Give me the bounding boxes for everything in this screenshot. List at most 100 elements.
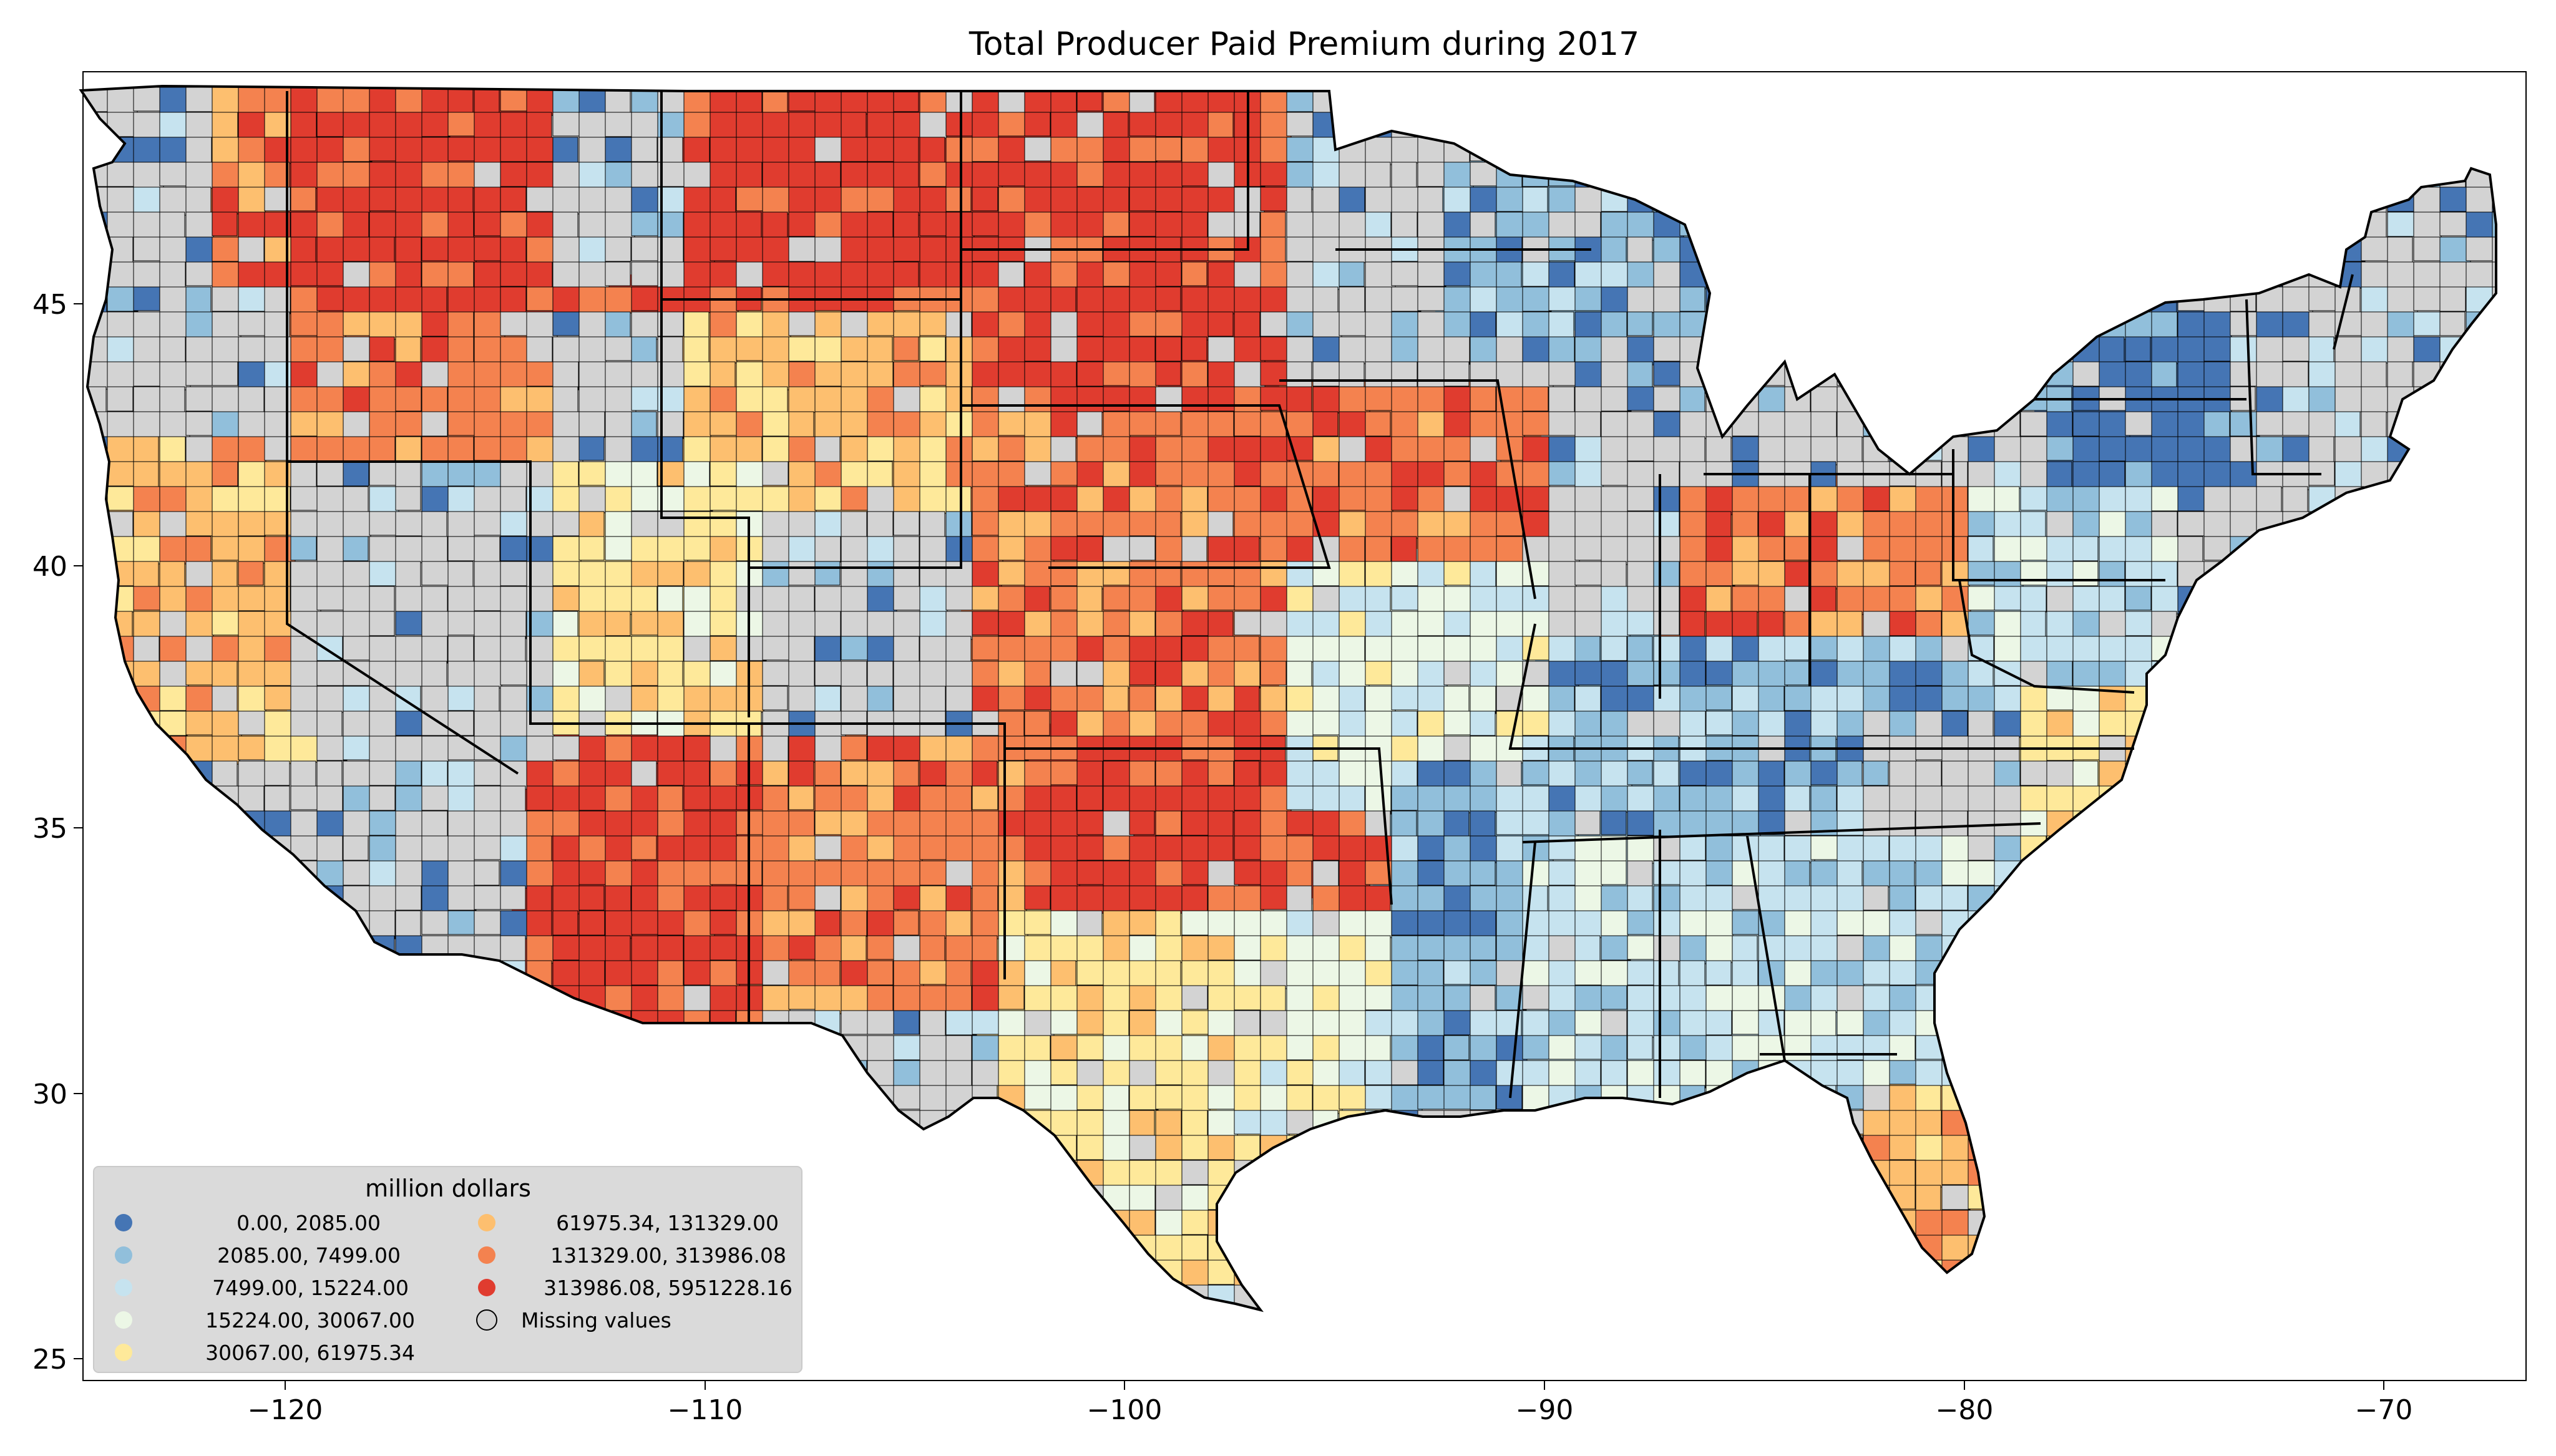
- county-cell: [2387, 1035, 2414, 1062]
- county-cell: [2177, 1135, 2209, 1163]
- county-cell: [841, 985, 868, 1012]
- county-cell: [1548, 112, 1578, 137]
- county-cell: [2151, 785, 2180, 813]
- county-cell: [1365, 636, 1392, 664]
- county-cell: [919, 586, 948, 613]
- county-cell: [2230, 87, 2258, 112]
- county-cell: [474, 960, 502, 988]
- county-cell: [1941, 536, 1968, 563]
- county-cell: [159, 436, 186, 462]
- county-cell: [788, 536, 817, 564]
- county-cell: [1207, 436, 1236, 464]
- county-cell: [1522, 1210, 1551, 1236]
- county-cell: [1653, 711, 1681, 739]
- county-cell: [998, 636, 1028, 662]
- county-cell: [814, 1284, 846, 1310]
- county-cell: [1365, 211, 1392, 240]
- county-cell: [2125, 1085, 2152, 1114]
- county-cell: [945, 885, 972, 914]
- county-cell: [1653, 1110, 1680, 1139]
- county-cell: [2177, 935, 2204, 964]
- county-cell: [1653, 586, 1680, 613]
- legend-entry: 131329.00, 313986.08: [478, 1243, 786, 1268]
- county-cell: [2256, 1210, 2285, 1235]
- county-cell: [552, 511, 582, 536]
- county-cell: [1312, 162, 1344, 190]
- county-cell: [474, 711, 501, 737]
- county-cell: [1417, 885, 1445, 912]
- county-cell: [1443, 87, 1473, 116]
- county-cell: [919, 1259, 945, 1288]
- county-cell: [1312, 1185, 1341, 1213]
- county-cell: [2151, 486, 2182, 512]
- county-cell: [1129, 411, 1157, 436]
- county-cell: [2282, 187, 2311, 211]
- county-cell: [1050, 261, 1080, 288]
- county-cell: [1103, 561, 1134, 586]
- county-cell: [631, 686, 661, 715]
- county-cell: [814, 386, 846, 414]
- county-cell: [945, 810, 973, 838]
- county-cell: [945, 636, 972, 662]
- county-cell: [159, 611, 188, 639]
- county-cell: [2334, 835, 2366, 860]
- county-cell: [893, 1210, 924, 1237]
- county-cell: [1548, 211, 1577, 241]
- county-cell: [2256, 386, 2287, 414]
- county-cell: [998, 137, 1025, 163]
- county-cell: [1103, 1010, 1129, 1036]
- county-cell: [552, 586, 582, 611]
- county-cell: [1050, 960, 1076, 989]
- county-cell: [2099, 286, 2129, 314]
- county-cell: [1260, 711, 1289, 736]
- county-cell: [2492, 661, 2496, 687]
- county-cell: [1496, 1284, 1525, 1310]
- county-cell: [2466, 236, 2494, 261]
- county-cell: [1522, 411, 1549, 436]
- county-cell: [1391, 1135, 1418, 1161]
- county-cell: [1837, 162, 1863, 190]
- county-cell: [1994, 960, 2021, 986]
- county-cell: [1470, 386, 1496, 412]
- county-cell: [1234, 785, 1264, 811]
- county-cell: [1679, 1284, 1710, 1310]
- county-cell: [395, 261, 422, 289]
- county-cell: [1653, 636, 1683, 662]
- county-cell: [1784, 112, 1810, 139]
- county-cell: [1653, 860, 1681, 885]
- county-cell: [2177, 536, 2203, 563]
- county-cell: [710, 835, 739, 862]
- county-cell: [762, 810, 790, 837]
- county-cell: [1470, 960, 1497, 986]
- county-cell: [2125, 236, 2154, 265]
- county-cell: [1207, 286, 1235, 314]
- county-cell: [2046, 137, 2074, 166]
- county-cell: [1155, 137, 1182, 162]
- county-cell: [1339, 661, 1370, 688]
- county-cell: [2072, 835, 2104, 865]
- county-cell: [2492, 735, 2496, 760]
- county-cell: [1758, 386, 1788, 415]
- county-cell: [81, 1135, 109, 1163]
- county-cell: [1679, 112, 1706, 138]
- county-cell: [447, 985, 478, 1014]
- county-cell: [1758, 1185, 1784, 1212]
- county-cell: [1024, 885, 1051, 910]
- county-cell: [369, 711, 399, 739]
- county-cell: [1417, 561, 1446, 589]
- county-cell: [316, 735, 348, 761]
- county-cell: [1548, 336, 1575, 362]
- county-cell: [343, 386, 370, 415]
- county-cell: [474, 386, 502, 415]
- county-cell: [1601, 835, 1627, 865]
- county-cell: [2492, 1185, 2496, 1211]
- county-cell: [1968, 1309, 1994, 1310]
- county-cell: [238, 985, 267, 1012]
- county-cell: [395, 1060, 426, 1086]
- county-cell: [1968, 711, 1994, 739]
- county-cell: [867, 536, 895, 563]
- county-cell: [1207, 661, 1235, 690]
- county-cell: [710, 386, 738, 414]
- county-cell: [1679, 935, 1710, 964]
- county-cell: [1417, 985, 1444, 1012]
